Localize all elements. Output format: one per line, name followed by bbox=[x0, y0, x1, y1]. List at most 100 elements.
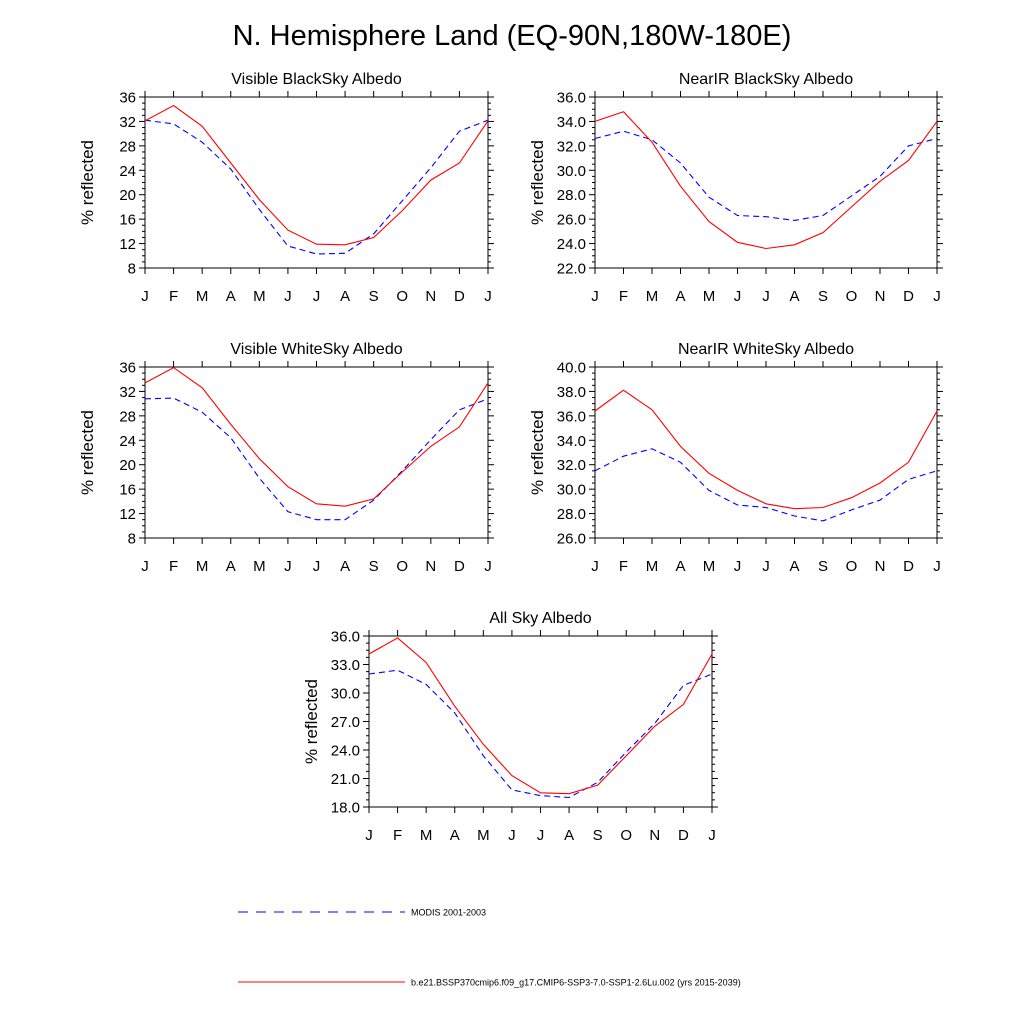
y-tick-label: 28.0 bbox=[557, 506, 586, 523]
y-tick-label: 33.0 bbox=[331, 657, 360, 674]
x-tick-label: J bbox=[365, 827, 373, 844]
y-tick-label: 28.0 bbox=[557, 187, 586, 204]
x-tick-label: J bbox=[762, 288, 770, 305]
y-tick-label: 24.0 bbox=[557, 236, 586, 253]
x-tick-label: J bbox=[141, 288, 149, 305]
y-tick-label: 32 bbox=[119, 384, 136, 401]
series-line-modis bbox=[144, 397, 489, 521]
chart-panel-3: Visible WhiteSky Albedo % reflected 8 12 16 2… bbox=[78, 341, 494, 575]
y-tick-label: 30.0 bbox=[557, 163, 586, 180]
x-tick-label: S bbox=[593, 827, 603, 844]
x-tick-label: A bbox=[340, 558, 350, 575]
y-tick-label: 28 bbox=[119, 138, 136, 155]
y-tick-label: 18.0 bbox=[331, 800, 360, 817]
series-line-model bbox=[368, 637, 713, 795]
x-tick-label: A bbox=[675, 558, 685, 575]
y-tick-label: 21.0 bbox=[331, 771, 360, 788]
x-tick-label: A bbox=[789, 288, 799, 305]
series-line-model bbox=[594, 111, 938, 250]
x-tick-label: A bbox=[226, 288, 236, 305]
series-line-modis bbox=[594, 130, 938, 221]
x-tick-label: M bbox=[703, 558, 716, 575]
y-tick-label: 24 bbox=[119, 163, 136, 180]
x-tick-label: N bbox=[649, 827, 660, 844]
y-tick-label: 20 bbox=[119, 187, 136, 204]
x-tick-label: M bbox=[703, 288, 716, 305]
x-tick-label: N bbox=[875, 288, 886, 305]
x-tick-label: F bbox=[169, 288, 178, 305]
y-axis-label: % reflected bbox=[302, 679, 321, 764]
x-tick-label: S bbox=[369, 558, 379, 575]
y-tick-label: 24 bbox=[119, 433, 136, 450]
x-tick-label: J bbox=[933, 558, 941, 575]
x-tick-label: J bbox=[313, 558, 321, 575]
x-tick-label: F bbox=[619, 558, 628, 575]
x-tick-label: A bbox=[226, 558, 236, 575]
x-tick-label: A bbox=[789, 558, 799, 575]
chart-title: All Sky Albedo bbox=[489, 610, 591, 627]
y-tick-label: 36 bbox=[119, 360, 136, 377]
y-tick-label: 30.0 bbox=[557, 482, 586, 499]
series-line-modis bbox=[368, 669, 713, 799]
x-tick-label: J bbox=[591, 558, 599, 575]
x-tick-label: J bbox=[734, 558, 742, 575]
y-tick-label: 28 bbox=[119, 408, 136, 425]
x-tick-label: J bbox=[734, 288, 742, 305]
y-tick-label: 20 bbox=[119, 457, 136, 474]
series-line-model bbox=[144, 104, 489, 246]
legend: MODIS 2001-2003 b.e21.BSSP370cmip6.f09_g… bbox=[238, 908, 741, 988]
chart-title: Visible BlackSky Albedo bbox=[231, 71, 402, 88]
x-tick-label: M bbox=[646, 288, 659, 305]
x-tick-label: J bbox=[933, 288, 941, 305]
x-tick-label: O bbox=[396, 558, 408, 575]
y-tick-label: 16 bbox=[119, 212, 136, 229]
x-tick-label: A bbox=[564, 827, 574, 844]
chart-title: NearIR WhiteSky Albedo bbox=[678, 341, 854, 358]
y-tick-label: 32 bbox=[119, 114, 136, 131]
x-tick-label: J bbox=[762, 558, 770, 575]
y-axis-label: % reflected bbox=[78, 410, 97, 495]
y-tick-label: 26.0 bbox=[557, 212, 586, 229]
x-tick-label: S bbox=[369, 288, 379, 305]
x-tick-label: D bbox=[678, 827, 689, 844]
x-tick-label: F bbox=[393, 827, 402, 844]
y-tick-label: 36 bbox=[119, 90, 136, 107]
chart-title: Visible WhiteSky Albedo bbox=[230, 341, 402, 358]
y-tick-label: 38.0 bbox=[557, 384, 586, 401]
x-tick-label: A bbox=[340, 288, 350, 305]
x-tick-label: J bbox=[537, 827, 545, 844]
legend-label-model: b.e21.BSSP370cmip6.f09_g17.CMIP6-SSP3-7.… bbox=[411, 978, 741, 988]
page-title: N. Hemisphere Land (EQ-90N,180W-180E) bbox=[232, 20, 792, 52]
y-tick-label: 24.0 bbox=[331, 743, 360, 760]
y-tick-label: 27.0 bbox=[331, 714, 360, 731]
x-tick-label: O bbox=[846, 288, 858, 305]
chart-panel-5: All Sky Albedo % reflected 18.0 21.0 24.0 27.… bbox=[302, 610, 718, 844]
x-tick-label: F bbox=[619, 288, 628, 305]
y-tick-label: 36.0 bbox=[557, 408, 586, 425]
x-tick-label: M bbox=[196, 288, 209, 305]
x-tick-label: J bbox=[141, 558, 149, 575]
x-tick-label: J bbox=[484, 288, 492, 305]
x-tick-label: D bbox=[903, 288, 914, 305]
x-tick-label: D bbox=[454, 558, 465, 575]
x-tick-label: N bbox=[425, 288, 436, 305]
y-axis-label: % reflected bbox=[528, 140, 547, 225]
y-tick-label: 12 bbox=[119, 506, 136, 523]
x-tick-label: M bbox=[253, 288, 266, 305]
x-tick-label: M bbox=[420, 827, 433, 844]
x-tick-label: J bbox=[484, 558, 492, 575]
y-tick-label: 22.0 bbox=[557, 261, 586, 278]
x-tick-label: J bbox=[708, 827, 716, 844]
y-tick-label: 40.0 bbox=[557, 360, 586, 377]
x-tick-label: J bbox=[508, 827, 516, 844]
x-tick-label: J bbox=[591, 288, 599, 305]
series-line-modis bbox=[594, 448, 938, 522]
x-tick-label: J bbox=[284, 558, 292, 575]
y-tick-label: 12 bbox=[119, 236, 136, 253]
chart-panel-4: NearIR WhiteSky Albedo % reflected 26.0 28.… bbox=[528, 341, 943, 575]
x-tick-label: A bbox=[450, 827, 460, 844]
x-tick-label: M bbox=[196, 558, 209, 575]
y-axis-label: % reflected bbox=[78, 140, 97, 225]
series-line-model bbox=[144, 366, 489, 507]
plot-frame bbox=[594, 96, 938, 269]
